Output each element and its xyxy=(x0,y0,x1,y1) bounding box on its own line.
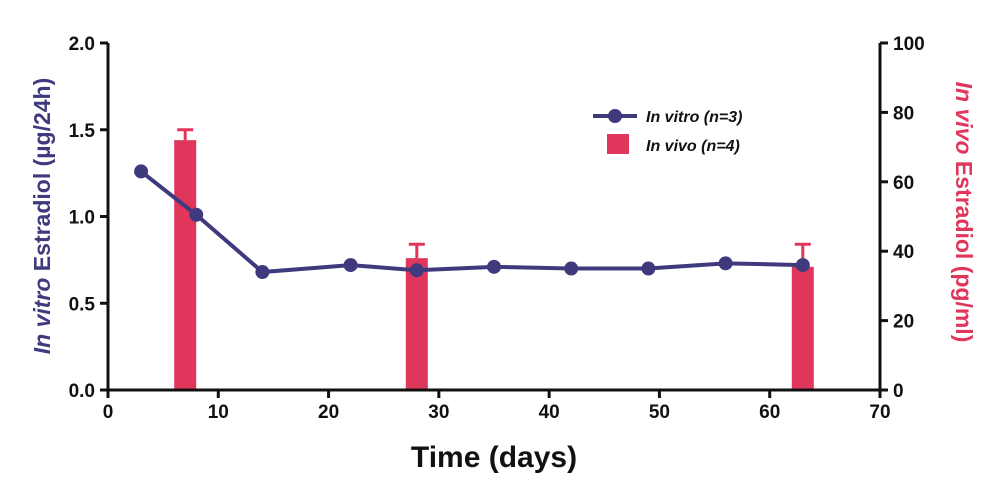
line-point xyxy=(718,256,733,271)
x-tick-label: 10 xyxy=(208,402,229,423)
y-left-tick-label: 2.0 xyxy=(69,34,95,55)
y-left-tick-label: 0.5 xyxy=(69,294,96,315)
line-point xyxy=(343,258,358,273)
line-point xyxy=(641,261,656,276)
y-right-tick-label: 80 xyxy=(893,103,914,124)
x-tick-label: 70 xyxy=(869,402,890,423)
legend-bar-marker xyxy=(607,134,629,154)
x-tick-label: 20 xyxy=(318,402,339,423)
y-right-tick-label: 60 xyxy=(893,173,914,194)
line-point xyxy=(189,207,204,222)
line-point xyxy=(134,164,149,179)
y-right-tick-label: 20 xyxy=(893,312,914,333)
y-left-tick-label: 1.0 xyxy=(69,208,95,229)
line-path xyxy=(139,169,803,275)
x-tick-label: 0 xyxy=(103,402,114,423)
x-axis-label: Time (days) xyxy=(411,441,577,474)
y-right-tick-label: 100 xyxy=(893,34,925,55)
y-left-tick-label: 0.0 xyxy=(69,381,95,402)
bar xyxy=(791,266,814,390)
y-right-tick-label: 0 xyxy=(893,381,904,402)
line-point xyxy=(487,259,501,274)
legend-line-label: In vitro (n=3) xyxy=(646,109,742,126)
line-point xyxy=(795,258,810,273)
x-tick-label: 40 xyxy=(539,402,560,423)
y-axis-right-label: In vivo Estradiol (pg/ml) xyxy=(951,82,977,343)
y-right-tick-label: 40 xyxy=(893,242,914,263)
y-left-tick-label: 1.5 xyxy=(69,121,96,142)
bar xyxy=(405,258,428,390)
line-point xyxy=(409,263,424,278)
x-tick-label: 30 xyxy=(428,402,449,423)
legend-line-marker xyxy=(608,109,622,123)
bar xyxy=(174,140,197,390)
legend-bar-label: In vivo (n=4) xyxy=(646,138,740,155)
line-point xyxy=(255,265,270,280)
legend: In vitro (n=3) In vivo (n=4) xyxy=(593,109,742,155)
x-tick-label: 60 xyxy=(759,402,780,423)
y-axis-left-label: In vitro Estradiol (µg/24h) xyxy=(29,78,55,355)
x-tick-label: 50 xyxy=(649,402,670,423)
line-point xyxy=(564,261,579,276)
